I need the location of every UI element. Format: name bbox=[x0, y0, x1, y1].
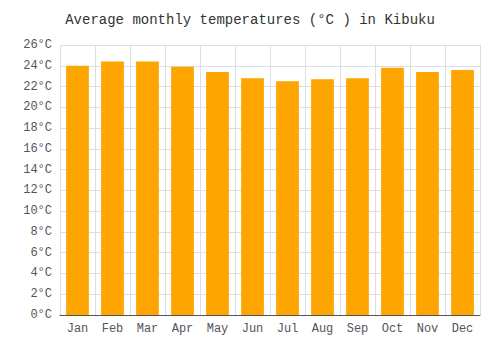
svg-text:22°C: 22°C bbox=[23, 80, 52, 94]
svg-text:Dec: Dec bbox=[452, 322, 474, 336]
svg-text:18°C: 18°C bbox=[23, 121, 52, 135]
svg-text:Apr: Apr bbox=[172, 322, 194, 336]
svg-text:Nov: Nov bbox=[417, 322, 439, 336]
svg-text:Sep: Sep bbox=[347, 322, 369, 336]
svg-text:Feb: Feb bbox=[102, 322, 124, 336]
svg-text:26°C: 26°C bbox=[23, 38, 52, 52]
svg-text:16°C: 16°C bbox=[23, 142, 52, 156]
svg-text:Aug: Aug bbox=[312, 322, 334, 336]
svg-text:8°C: 8°C bbox=[30, 225, 52, 239]
svg-text:0°C: 0°C bbox=[30, 308, 52, 322]
svg-text:Jan: Jan bbox=[67, 322, 89, 336]
svg-text:Mar: Mar bbox=[137, 322, 159, 336]
svg-text:Jul: Jul bbox=[277, 322, 299, 336]
svg-text:Oct: Oct bbox=[382, 322, 404, 336]
svg-text:24°C: 24°C bbox=[23, 59, 52, 73]
svg-text:4°C: 4°C bbox=[30, 266, 52, 280]
svg-text:Jun: Jun bbox=[242, 322, 264, 336]
svg-text:May: May bbox=[207, 322, 229, 336]
svg-text:12°C: 12°C bbox=[23, 183, 52, 197]
svg-text:6°C: 6°C bbox=[30, 246, 52, 260]
svg-text:10°C: 10°C bbox=[23, 204, 52, 218]
svg-text:14°C: 14°C bbox=[23, 163, 52, 177]
svg-text:20°C: 20°C bbox=[23, 100, 52, 114]
svg-text:Average monthly temperatures (: Average monthly temperatures (°C ) in Ki… bbox=[65, 12, 435, 28]
svg-text:2°C: 2°C bbox=[30, 287, 52, 301]
